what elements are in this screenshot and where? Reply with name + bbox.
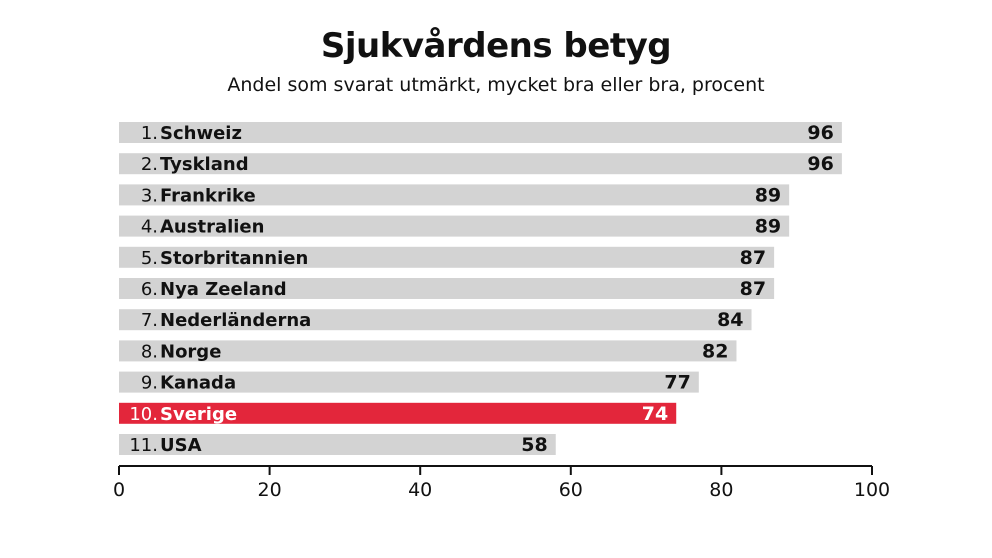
category-label: Sverige bbox=[160, 404, 237, 425]
chart-subtitle: Andel som svarat utmärkt, mycket bra ell… bbox=[227, 74, 765, 96]
x-tick-label: 60 bbox=[559, 479, 583, 501]
data-label: 87 bbox=[740, 247, 766, 269]
chart-title: Sjukvårdens betyg bbox=[320, 26, 672, 66]
bar-norge bbox=[119, 340, 737, 362]
x-tick-label: 100 bbox=[854, 479, 890, 501]
rank-label: 9. bbox=[141, 373, 158, 394]
bar-frankrike bbox=[119, 184, 790, 206]
data-label: 89 bbox=[755, 184, 781, 206]
category-label: Kanada bbox=[160, 373, 236, 394]
data-label: 84 bbox=[717, 309, 743, 331]
data-label: 82 bbox=[702, 340, 728, 362]
x-tick-label: 20 bbox=[258, 479, 282, 501]
bar-australien bbox=[119, 215, 790, 237]
rank-label: 8. bbox=[141, 341, 158, 362]
category-label: Schweiz bbox=[160, 123, 242, 144]
x-tick-label: 80 bbox=[709, 479, 733, 501]
rank-label: 4. bbox=[141, 217, 158, 238]
rank-label: 10. bbox=[129, 404, 158, 425]
rank-label: 11. bbox=[129, 435, 158, 456]
bar-nya-zeeland bbox=[119, 278, 775, 299]
category-label: USA bbox=[160, 435, 202, 456]
category-label: Australien bbox=[160, 217, 264, 238]
bar-storbritannien bbox=[119, 246, 775, 268]
bar-tyskland bbox=[119, 153, 842, 175]
data-label: 58 bbox=[521, 434, 547, 456]
category-label: Norge bbox=[160, 341, 221, 362]
category-label: Tyskland bbox=[160, 154, 249, 175]
bar-schweiz bbox=[119, 122, 842, 143]
bar-nederländerna bbox=[119, 309, 752, 331]
x-tick-label: 40 bbox=[408, 479, 432, 501]
category-label: Frankrike bbox=[160, 185, 256, 206]
data-label: 89 bbox=[755, 216, 781, 238]
bar-usa bbox=[119, 434, 556, 455]
bar-sverige bbox=[119, 402, 677, 424]
rank-label: 1. bbox=[141, 123, 158, 144]
rank-label: 6. bbox=[141, 279, 158, 300]
data-label: 87 bbox=[740, 278, 766, 300]
data-label: 74 bbox=[642, 403, 668, 425]
data-label: 77 bbox=[664, 372, 690, 394]
data-label: 96 bbox=[807, 122, 833, 144]
rank-label: 5. bbox=[141, 248, 158, 269]
bar-kanada bbox=[119, 371, 699, 393]
rank-label: 3. bbox=[141, 185, 158, 206]
category-label: Nederländerna bbox=[160, 310, 311, 331]
category-label: Nya Zeeland bbox=[160, 279, 287, 300]
rank-label: 7. bbox=[141, 310, 158, 331]
rank-label: 2. bbox=[141, 154, 158, 175]
data-label: 96 bbox=[807, 153, 833, 175]
category-label: Storbritannien bbox=[160, 248, 308, 269]
x-tick-label: 0 bbox=[113, 479, 125, 501]
